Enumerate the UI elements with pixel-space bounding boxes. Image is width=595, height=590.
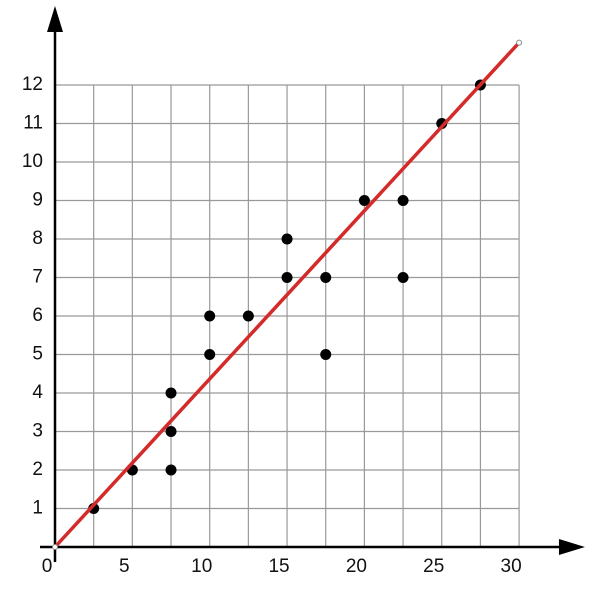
y-tick-label: 9 [32, 190, 43, 211]
x-tick-label: 20 [346, 556, 367, 577]
x-tick-label: 10 [191, 556, 212, 577]
trend-end [516, 39, 523, 46]
data-point [165, 387, 177, 399]
data-point [320, 272, 332, 283]
x-tick-label: 30 [501, 556, 522, 577]
data-point [281, 233, 293, 245]
data-point [397, 195, 409, 206]
x-tick-label: 25 [423, 556, 444, 577]
x-axis-arrow [558, 539, 585, 555]
data-point [165, 426, 177, 437]
y-tick-label: 11 [23, 113, 43, 134]
x-tick-label: 5 [119, 556, 130, 577]
data-point [165, 464, 177, 476]
y-tick-label: 6 [32, 305, 43, 326]
trend-line [53, 41, 521, 549]
y-tick-label: 8 [32, 228, 43, 249]
data-point [397, 272, 409, 283]
y-tick-label: 3 [32, 421, 43, 442]
data-point [242, 310, 254, 322]
y-tick-label: 4 [32, 382, 43, 403]
y-tick-label: 10 [22, 151, 43, 172]
trend-end [52, 544, 58, 550]
data-point [204, 349, 216, 360]
data-point [281, 272, 293, 283]
x-tick-label: 0 [42, 556, 53, 577]
data-point [204, 310, 216, 322]
data-point [320, 349, 332, 360]
y-tick-label: 7 [32, 267, 43, 288]
y-axis-arrow [47, 6, 63, 32]
data-point [358, 195, 370, 206]
y-tick-label: 2 [32, 459, 43, 480]
x-tick-label: 15 [268, 556, 289, 577]
y-tick-label: 12 [22, 74, 43, 95]
y-tick-label: 5 [32, 344, 43, 365]
y-tick-label: 1 [32, 498, 43, 519]
